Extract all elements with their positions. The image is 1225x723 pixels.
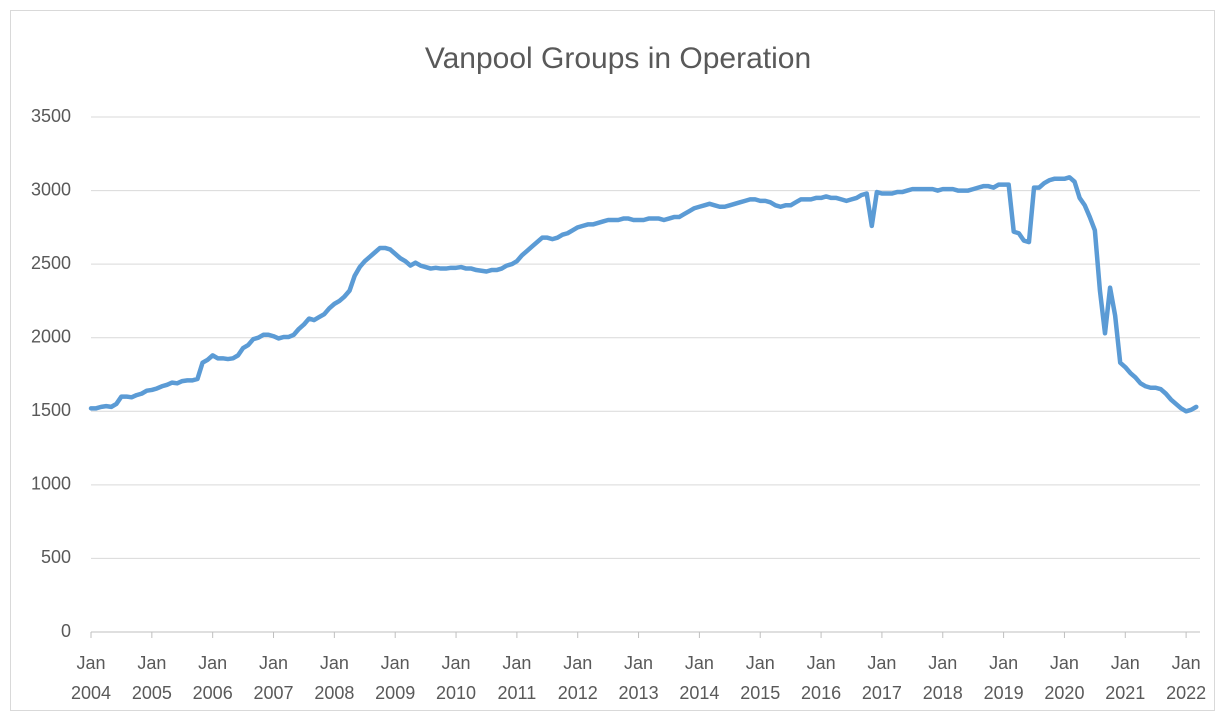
y-tick-label: 0 [61, 621, 71, 641]
x-tick-label: Jan 2009 [375, 653, 415, 703]
chart-frame [10, 10, 1215, 711]
x-tick-label: Jan 2011 [498, 653, 537, 703]
x-tick-label: Jan 2004 [71, 653, 111, 703]
x-tick-label: Jan 2016 [801, 653, 841, 703]
x-tick-label: Jan 2005 [132, 653, 172, 703]
x-tick-label: Jan 2006 [193, 653, 233, 703]
y-tick-label: 2500 [31, 253, 71, 273]
x-tick-label: Jan 2019 [984, 653, 1024, 703]
data-line [88, 175, 1199, 414]
y-tick-label: 500 [41, 547, 71, 567]
x-tick-label: Jan 2007 [253, 653, 293, 703]
x-tick-label: Jan 2020 [1044, 653, 1084, 703]
x-tick-label: Jan 2017 [862, 653, 902, 703]
x-tick-label: Jan 2022 [1166, 653, 1206, 703]
x-tick-label: Jan 2018 [923, 653, 963, 703]
x-tick-label: Jan 2010 [436, 653, 476, 703]
x-tick-label: Jan 2013 [619, 653, 659, 703]
y-tick-label: 3000 [31, 179, 71, 199]
x-tick-label: Jan 2014 [679, 653, 719, 703]
y-tick-label: 1500 [31, 400, 71, 420]
x-tick-label: Jan 2012 [558, 653, 598, 703]
x-tick-label: Jan 2008 [314, 653, 354, 703]
y-tick-label: 2000 [31, 326, 71, 346]
x-tick-label: Jan 2015 [740, 653, 780, 703]
chart-title: Vanpool Groups in Operation [425, 42, 811, 75]
x-tick-label: Jan 2021 [1105, 653, 1145, 703]
y-tick-label: 1000 [31, 474, 71, 494]
y-tick-label: 3500 [31, 106, 71, 126]
